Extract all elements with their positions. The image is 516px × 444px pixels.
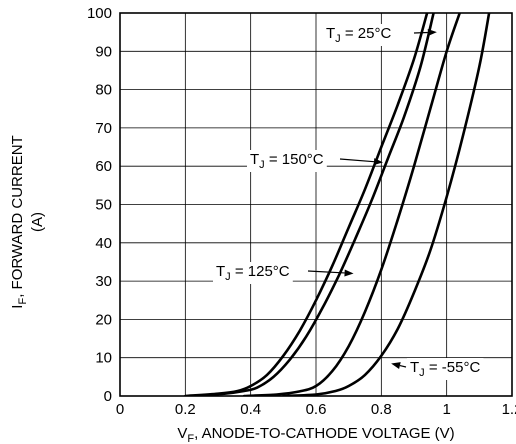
grid-layer	[120, 13, 512, 396]
y-tick-label: 0	[104, 388, 112, 405]
annotation-tj25c: TJ = 25°C	[323, 24, 437, 46]
y-tick-label: 10	[95, 350, 112, 367]
annotation-label-main: T	[326, 25, 335, 42]
annotation-layer: TJ = 25°CTJ = 150°CTJ = 125°CTJ = -55°C	[213, 24, 484, 380]
y-axis-title: IF, FORWARD CURRENT	[9, 135, 29, 308]
plot-border	[119, 12, 513, 397]
series-line-tj150c	[184, 13, 429, 396]
annotation-label-rest: = -55°C	[425, 359, 481, 376]
x-tick-label: 0.6	[306, 401, 327, 418]
y-tick-label: 90	[95, 43, 112, 60]
tick-labels: 0 0.2 0.4 0.6 0.8 1 1.2 0 10 20 30 40 50 60 70 80 90 100	[87, 5, 516, 418]
annotation-bg	[407, 358, 484, 380]
x-tick-label: 0.4	[240, 401, 261, 418]
y-tick-label: 80	[95, 82, 112, 99]
x-tick-label: 1	[442, 401, 450, 418]
annotation-label-rest: = 125°C	[231, 263, 290, 280]
curve-layer	[184, 13, 491, 396]
annotation-label: TJ = 125°C	[216, 263, 290, 283]
plot-frame	[119, 12, 513, 397]
annotation-bg	[213, 262, 293, 284]
annotation-label-main: T	[410, 359, 419, 376]
y-tick-label: 20	[95, 311, 112, 328]
annotation-label-main: T	[250, 151, 259, 168]
arrow-line	[399, 364, 407, 368]
x-tick-label: 1.2	[502, 401, 516, 418]
x-tick-label: 0.8	[371, 401, 392, 418]
arrow-head	[344, 269, 354, 277]
x-axis-title: VF, ANODE-TO-CATHODE VOLTAGE (V)	[177, 425, 454, 444]
y-tick-label: 70	[95, 120, 112, 137]
y-tick-label: 100	[87, 5, 112, 22]
series-line-tj25c	[242, 13, 461, 396]
y-tick-label: 50	[95, 197, 112, 214]
annotation-label: TJ = 150°C	[250, 151, 324, 171]
annotation-label: TJ = 25°C	[326, 25, 391, 45]
y-axis-title-unit: (A)	[29, 212, 46, 232]
y-tick-label: 60	[95, 158, 112, 175]
annotation-label: TJ = -55°C	[410, 359, 480, 379]
arrow-head	[373, 158, 383, 166]
series-line-tj-55c	[282, 13, 491, 396]
arrow-line	[339, 158, 375, 163]
annotation-label-rest: = 150°C	[265, 151, 324, 168]
annotation-bg	[247, 150, 327, 172]
annotation-bg	[323, 24, 395, 46]
y-axis-title-rest: , FORWARD CURRENT	[9, 135, 26, 298]
annotation-label-subscript: J	[259, 159, 265, 171]
arrow-head	[427, 28, 437, 36]
annotation-tj-55c: TJ = -55°C	[391, 358, 484, 380]
x-axis-title-main: V	[177, 425, 187, 442]
x-axis-title-subscript: F	[187, 433, 194, 444]
y-tick-label: 40	[95, 235, 112, 252]
annotation-label-subscript: J	[419, 367, 425, 379]
x-tick-label: 0.2	[175, 401, 196, 418]
x-tick-label: 0	[116, 401, 124, 418]
annotation-tj150c: TJ = 150°C	[247, 150, 383, 172]
y-axis-title-subscript: F	[17, 298, 29, 305]
series-line-tj125c	[190, 13, 435, 396]
annotation-label-rest: = 25°C	[341, 25, 392, 42]
annotation-tj125c: TJ = 125°C	[213, 262, 354, 284]
annotation-label-subscript: J	[225, 271, 231, 283]
y-axis-title-main: I	[9, 305, 26, 309]
y-tick-label: 30	[95, 273, 112, 290]
annotation-label-subscript: J	[335, 33, 341, 45]
arrow-line	[413, 31, 428, 34]
annotation-label-main: T	[216, 263, 225, 280]
arrow-head	[391, 362, 401, 369]
x-axis-title-rest: , ANODE-TO-CATHODE VOLTAGE (V)	[194, 425, 455, 442]
y-axis-title-group: IF, FORWARD CURRENT (A)	[9, 135, 46, 308]
arrow-line	[307, 270, 345, 274]
